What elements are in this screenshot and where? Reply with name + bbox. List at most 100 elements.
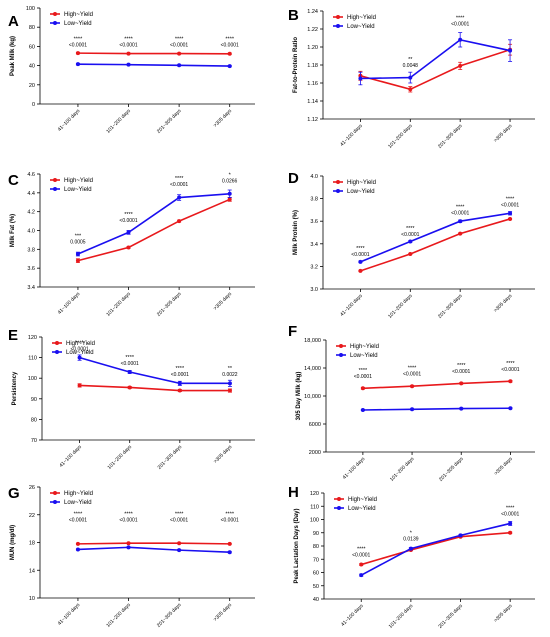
data-point [458,37,463,42]
y-tick-label: 110 [28,356,37,362]
p-value-label: <0.0001 [121,361,139,367]
significance-stars: **** [125,355,134,361]
y-tick-label: 50 [313,584,319,590]
data-point [458,533,463,538]
x-tick-label: >305 days [212,108,233,129]
y-tick-label: 60 [29,44,35,50]
y-axis-label: MUN (mg/dl) [10,525,16,560]
legend-swatch-marker [339,344,343,348]
legend-label: Low~Yield [347,24,375,30]
data-point [227,541,232,546]
x-tick-label: >305 days [493,603,514,624]
y-tick-label: 1.12 [307,117,318,123]
data-point [75,541,80,546]
legend-label: High~Yield [64,178,93,184]
data-point [508,48,513,53]
x-tick-label: >305 days [493,293,514,314]
y-tick-label: 18,000 [304,338,321,344]
p-value-label: 0.0048 [403,63,419,69]
p-value-label: 0.0266 [222,178,238,184]
data-point [408,546,413,551]
x-tick-label: 101~200 days [107,444,134,471]
legend-label: High~Yield [347,15,376,21]
legend-label: Low~Yield [64,21,92,27]
legend-label: Low~Yield [64,187,92,193]
y-tick-label: 3.8 [310,197,318,203]
x-tick-label: 101~200 days [105,108,132,135]
series-line-low-yield [362,407,511,411]
data-point [227,64,232,69]
data-point [177,541,182,546]
x-tick-label: 41~100 days [57,108,82,133]
y-tick-label: 90 [31,397,37,403]
p-value-label: <0.0001 [171,372,189,378]
data-point [408,251,413,256]
data-point [177,219,182,224]
significance-stars: **** [406,226,415,232]
p-value-label: 0.0005 [70,240,86,246]
significance-stars: **** [175,176,184,182]
y-tick-label: 3.6 [27,266,35,272]
y-tick-label: 14 [29,568,35,574]
y-tick-label: 90 [313,531,319,537]
x-tick-label: 201~305 days [437,293,464,320]
significance-stars: **** [456,204,465,210]
data-point [459,406,464,411]
data-point [177,63,182,68]
significance-stars: **** [124,512,133,518]
y-tick-label: 120 [28,335,37,341]
y-tick-label: 1.20 [307,45,318,51]
data-point [508,211,513,216]
panel-g: G 10 14 18 22 26 MUN (mg/dl) 41~100 days 101~200… [8,485,255,629]
y-tick-label: 100 [26,6,35,12]
data-point [227,51,232,56]
series-line-high-yield [360,218,511,272]
y-axis-label: Peak Milk (kg) [10,36,16,76]
data-point [358,259,363,264]
data-point [227,550,232,555]
data-point [408,87,413,92]
series-line-high-yield [77,52,230,55]
significance-stars: **** [74,512,83,518]
series-line-low-yield [360,212,511,263]
p-value-label: 0.0022 [222,372,238,378]
y-tick-label: 100 [28,376,37,382]
x-tick-label: 201~305 days [438,456,465,483]
data-point [458,219,463,224]
y-tick-label: 6000 [309,422,321,428]
panel-b: B 1.12 1.14 1.16 1.18 1.20 1.22 1.24 Fat-to-Prot… [288,7,535,150]
data-point [227,381,232,386]
y-tick-label: 3.6 [310,219,318,225]
data-point [77,383,82,388]
data-point [77,355,82,360]
significance-stars: **** [359,368,368,374]
data-point [508,216,513,221]
data-point [126,62,131,67]
p-value-label: <0.0001 [501,203,519,209]
legend-label: High~Yield [64,491,93,497]
significance-stars: **** [176,366,185,372]
y-tick-label: 1.14 [307,99,318,105]
significance-stars: * [410,531,413,537]
p-value-label: <0.0001 [170,518,188,524]
y-tick-label: 3.4 [27,285,35,291]
data-point [75,51,80,56]
series-line-high-yield [79,384,230,392]
y-tick-label: 4.6 [27,172,35,178]
significance-stars: **** [225,36,234,42]
data-point [359,562,364,567]
legend-swatch-marker [337,497,341,501]
x-tick-label: 201~305 days [437,123,464,150]
data-point [126,51,131,56]
significance-stars: *** [75,234,82,240]
significance-stars: **** [175,36,184,42]
series-line-high-yield [77,542,230,545]
y-tick-label: 80 [313,544,319,550]
x-tick-label: >305 days [212,602,233,623]
x-tick-label: 101~200 days [105,291,132,318]
data-point [458,231,463,236]
x-tick-label: >305 days [212,291,233,312]
p-value-label: <0.0001 [69,518,87,524]
legend-label: High~Yield [66,341,95,347]
panel-letter: A [8,13,19,30]
